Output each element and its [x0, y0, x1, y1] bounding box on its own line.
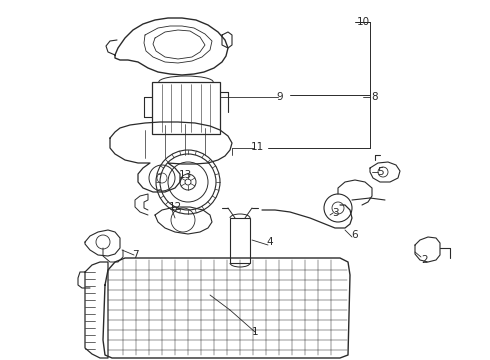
Text: 9: 9: [277, 92, 283, 102]
Text: 1: 1: [252, 327, 258, 337]
Bar: [230, 218, 250, 263]
Text: 11: 11: [250, 142, 264, 152]
Bar: [152, 82, 220, 134]
Text: 10: 10: [356, 17, 369, 27]
Text: 5: 5: [377, 167, 383, 177]
Text: 4: 4: [267, 237, 273, 247]
Text: 2: 2: [422, 255, 428, 265]
Text: 3: 3: [332, 208, 338, 218]
Text: 7: 7: [132, 250, 138, 260]
Text: 8: 8: [372, 92, 378, 102]
Text: 6: 6: [352, 230, 358, 240]
Text: 12: 12: [169, 202, 182, 212]
Text: 13: 13: [178, 170, 192, 180]
